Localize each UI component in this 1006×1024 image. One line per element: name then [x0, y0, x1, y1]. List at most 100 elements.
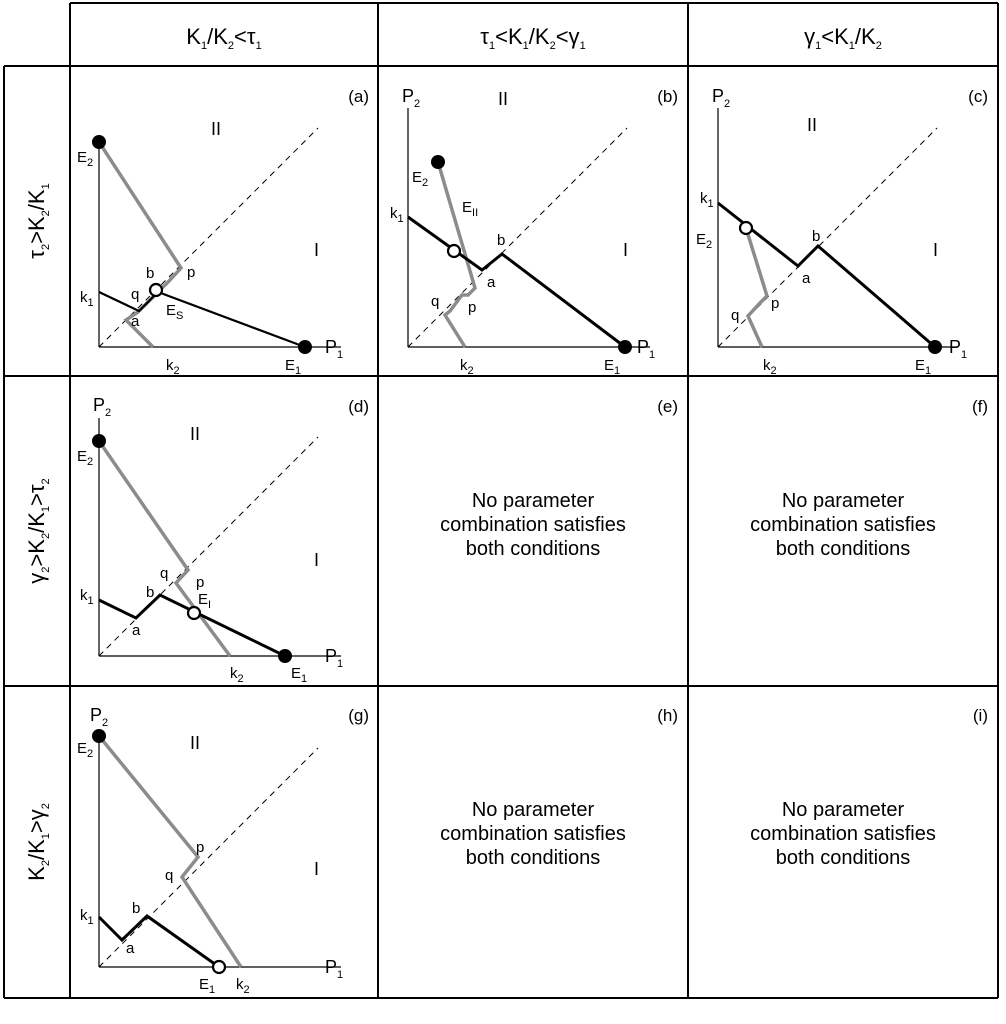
- panel-g-x-name: P: [325, 957, 337, 977]
- panel-h-line-3: both conditions: [466, 847, 601, 869]
- panel-d-point-p: p: [196, 574, 204, 591]
- panel-g-E2-label: E2: [77, 740, 93, 760]
- rh3-s1: 2: [40, 860, 52, 866]
- panel-b-y-sub: 2: [414, 98, 420, 110]
- panel-a-k2-label: k2: [166, 357, 180, 377]
- panel-g-y-name: P: [90, 705, 102, 725]
- panel-b-black-nullcline: [407, 215, 626, 349]
- panel-d-E2-sub: 2: [87, 456, 93, 468]
- panel-a-Es-node: [148, 282, 164, 298]
- panel-a-E1-sub: 1: [295, 365, 301, 377]
- panel-c-k1-label: k1: [700, 190, 714, 210]
- panel-c-gray-nullcline: [744, 227, 769, 348]
- panel-a-x-sub: 1: [337, 349, 343, 361]
- panel-tag-i: (i): [973, 706, 988, 725]
- panel-g-axes: [98, 730, 341, 968]
- panel-a-region-two: II: [211, 119, 221, 139]
- panel-b-axes: [407, 108, 650, 348]
- panel-g-y-sub: 2: [102, 717, 108, 729]
- panel-b-EII-label: EII: [462, 199, 478, 219]
- panel-a-k2-sub: 2: [174, 365, 180, 377]
- rh1-s2: 2: [40, 210, 52, 216]
- panel-d-EI-label: EI: [198, 591, 211, 611]
- ch2-b: <K: [495, 24, 523, 49]
- panel-tag-g: (g): [348, 706, 369, 725]
- panel-i-message: No parameter combination satisfies both …: [750, 799, 936, 869]
- panel-d-region-one: I: [314, 550, 319, 570]
- panel-b-y-axis-label: P2: [402, 86, 420, 110]
- panel-c-k2-label: k2: [763, 357, 777, 377]
- panel-tag-f: (f): [972, 397, 988, 416]
- panel-g-E1-name: E: [199, 976, 209, 993]
- rh1-s1: 2: [40, 244, 52, 250]
- panel-b-k2-name: k: [460, 357, 468, 374]
- panel-g-x-axis-label: P1: [325, 957, 343, 981]
- panel-d-E2-node: [92, 434, 106, 448]
- rh2-s1: 2: [40, 567, 52, 573]
- panel-a-region-one: I: [314, 240, 319, 260]
- panel-b-E2-node: [431, 155, 445, 169]
- rh2-c: /K: [24, 512, 49, 533]
- panel-g-k1-label: k1: [80, 907, 94, 927]
- panel-b-k1-label: k1: [390, 205, 404, 225]
- panel-c-region-two: II: [807, 115, 817, 135]
- panel-d-y-sub: 2: [105, 407, 111, 419]
- ch3-s3: 2: [876, 40, 882, 52]
- panel-c-axes: [717, 108, 958, 348]
- panel-a-Es-label: ES: [166, 302, 183, 322]
- panel-g-E2-sub: 2: [87, 748, 93, 760]
- panel-c-E2-node: [738, 220, 754, 236]
- panel-g-diagonal: [98, 747, 319, 968]
- rh1-a: τ: [24, 250, 49, 259]
- panel-g-E1-sub: 1: [209, 984, 215, 996]
- panel-tag-e: (e): [657, 397, 678, 416]
- rh3-c: >γ: [24, 809, 49, 833]
- panel-a-E1-node: [298, 340, 312, 354]
- rh2-s4: 2: [40, 478, 52, 484]
- panel-c-E2-sub: 2: [706, 239, 712, 251]
- panel-a-k1-sub: 1: [88, 297, 94, 309]
- panel-b-region-one: I: [623, 240, 628, 260]
- ch2-s4: 1: [580, 40, 586, 52]
- ch2-s1: 1: [489, 40, 495, 52]
- panel-g-E2-name: E: [77, 740, 87, 757]
- panel-b-E1-name: E: [604, 357, 614, 374]
- panel-i-line-3: both conditions: [776, 847, 911, 869]
- panel-d-gray-nullcline: [97, 440, 232, 658]
- panel-g-y-axis-label: P2: [90, 705, 108, 729]
- panel-d-black-nullcline: [98, 593, 286, 658]
- panel-a-x-axis-label: P1: [325, 337, 343, 361]
- panel-b-x-sub: 1: [649, 349, 655, 361]
- panel-d-diagonal: [98, 436, 319, 657]
- panel-h-line-2: combination satisfies: [440, 823, 626, 845]
- panel-a-black-nullcline: [98, 290, 306, 349]
- ch1-a: K: [186, 24, 201, 49]
- ch3-s1: 1: [815, 40, 821, 52]
- rh2-a: γ: [24, 573, 49, 584]
- panel-h-line-1: No parameter: [472, 799, 595, 821]
- row-header-1: τ2>K2/K1: [24, 183, 52, 258]
- panel-c-k2-sub: 2: [771, 365, 777, 377]
- panel-g-k1-sub: 1: [88, 915, 94, 927]
- panel-b-y-name: P: [402, 86, 414, 106]
- rh2-d: >τ: [24, 484, 49, 506]
- ch3-s2: 1: [849, 40, 855, 52]
- row-header-3: K2/K1>γ2: [24, 803, 52, 881]
- panel-b-EII-sub: II: [472, 207, 478, 219]
- panel-a-E1-label: E1: [285, 357, 301, 377]
- column-header-2: τ1<K1/K2<γ1: [480, 24, 585, 52]
- panel-tag-d: (d): [348, 397, 369, 416]
- ch1-b: /K: [207, 24, 228, 49]
- panel-c-point-p: p: [771, 295, 779, 312]
- panel-b-EII-name: E: [462, 199, 472, 216]
- panel-a-k1-label: k1: [80, 289, 94, 309]
- ch1-c: <τ: [234, 24, 256, 49]
- panel-a-Es-sub: S: [176, 310, 183, 322]
- column-header-1: K1/K2<τ1: [186, 24, 261, 52]
- rh2-s2: 2: [40, 533, 52, 539]
- panel-g-E2-node: [92, 729, 106, 743]
- panel-c-E2-label: E2: [696, 231, 712, 251]
- rh1-s3: 1: [40, 183, 52, 189]
- panel-f-line-3: both conditions: [776, 538, 911, 560]
- panel-e-line-3: both conditions: [466, 538, 601, 560]
